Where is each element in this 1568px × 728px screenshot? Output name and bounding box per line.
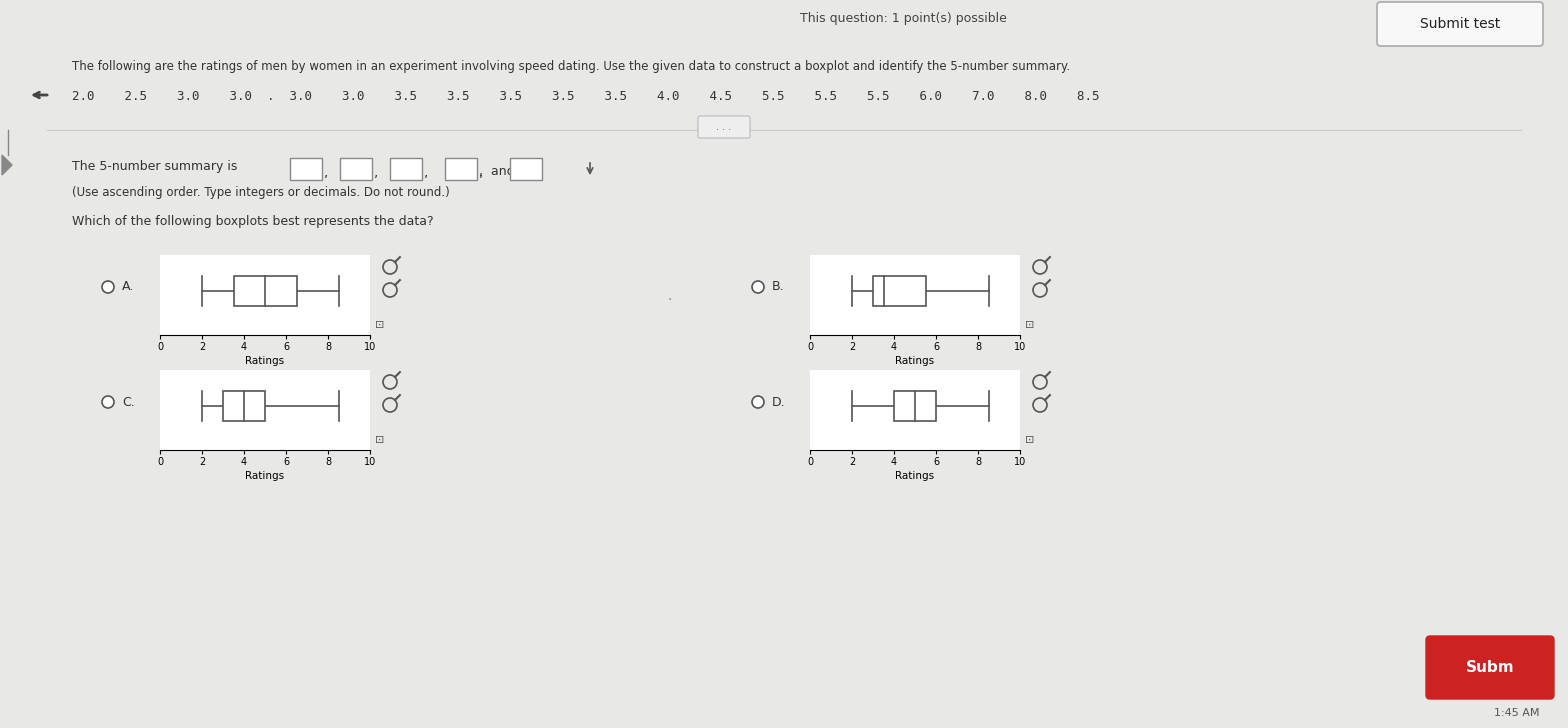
Text: (Use ascending order. Type integers or decimals. Do not round.): (Use ascending order. Type integers or d…	[72, 186, 450, 199]
Text: C.: C.	[122, 395, 135, 408]
Text: ,  and: , and	[478, 165, 514, 178]
X-axis label: Ratings: Ratings	[895, 356, 935, 366]
Bar	[894, 391, 936, 422]
FancyBboxPatch shape	[1425, 636, 1554, 699]
Circle shape	[102, 396, 114, 408]
Text: 1:45 AM: 1:45 AM	[1494, 708, 1540, 718]
Text: 2.0    2.5    3.0    3.0  .  3.0    3.0    3.5    3.5    3.5    3.5    3.5    4.: 2.0 2.5 3.0 3.0 . 3.0 3.0 3.5 3.5 3.5 3.…	[72, 90, 1099, 103]
X-axis label: Ratings: Ratings	[246, 471, 284, 481]
Circle shape	[102, 281, 114, 293]
Polygon shape	[2, 155, 13, 175]
Text: ,: ,	[423, 165, 428, 179]
Text: . . .: . . .	[717, 122, 732, 132]
Bar	[234, 276, 296, 306]
Text: B.: B.	[771, 280, 784, 293]
Text: Subm: Subm	[1466, 660, 1515, 675]
FancyBboxPatch shape	[290, 158, 321, 180]
Bar	[223, 391, 265, 422]
FancyBboxPatch shape	[510, 158, 543, 180]
X-axis label: Ratings: Ratings	[246, 356, 284, 366]
Text: The 5-number summary is: The 5-number summary is	[72, 160, 237, 173]
Bar	[873, 276, 925, 306]
Text: Which of the following boxplots best represents the data?: Which of the following boxplots best rep…	[72, 215, 434, 228]
Text: ,: ,	[325, 165, 328, 179]
X-axis label: Ratings: Ratings	[895, 471, 935, 481]
FancyBboxPatch shape	[390, 158, 422, 180]
Text: ⊡: ⊡	[1025, 320, 1035, 330]
Text: ·: ·	[668, 293, 673, 307]
FancyBboxPatch shape	[1377, 2, 1543, 46]
FancyBboxPatch shape	[445, 158, 477, 180]
FancyBboxPatch shape	[698, 116, 750, 138]
Text: Submit test: Submit test	[1421, 17, 1501, 31]
Circle shape	[753, 396, 764, 408]
FancyBboxPatch shape	[340, 158, 372, 180]
Text: This question: 1 point(s) possible: This question: 1 point(s) possible	[800, 12, 1007, 25]
Text: ⊡: ⊡	[375, 435, 384, 445]
Text: A.: A.	[122, 280, 135, 293]
Text: ,: ,	[375, 165, 378, 179]
Text: The following are the ratings of men by women in an experiment involving speed d: The following are the ratings of men by …	[72, 60, 1069, 73]
Text: ⊡: ⊡	[375, 320, 384, 330]
Text: D.: D.	[771, 395, 786, 408]
Circle shape	[753, 281, 764, 293]
Text: ⊡: ⊡	[1025, 435, 1035, 445]
Text: ,: ,	[478, 165, 483, 179]
